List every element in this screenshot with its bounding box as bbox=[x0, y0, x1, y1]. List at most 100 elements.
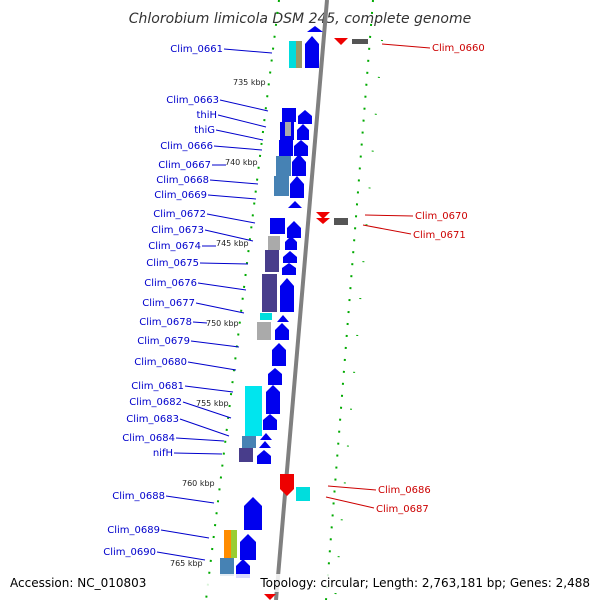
gene-label[interactable]: thiG bbox=[194, 125, 215, 136]
gene-label[interactable]: Clim_0687 bbox=[376, 504, 429, 515]
gene-arrow bbox=[257, 450, 271, 464]
gene-label[interactable]: Clim_0671 bbox=[413, 230, 466, 241]
gene-block bbox=[279, 140, 293, 156]
gene-arrow bbox=[294, 140, 308, 156]
gene-label[interactable]: Clim_0673 bbox=[151, 225, 204, 236]
gene-label[interactable]: Clim_0688 bbox=[112, 491, 165, 502]
gene-label[interactable]: Clim_0669 bbox=[154, 190, 207, 201]
scale-label: 760 kbp bbox=[182, 479, 215, 488]
leader-line bbox=[215, 129, 264, 141]
gene-label[interactable]: Clim_0666 bbox=[160, 141, 213, 152]
leader-line bbox=[184, 385, 234, 393]
gene-label[interactable]: Clim_0668 bbox=[156, 175, 209, 186]
gene-label[interactable]: Clim_0679 bbox=[137, 336, 190, 347]
gene-label[interactable]: Clim_0680 bbox=[134, 357, 187, 368]
gene-block bbox=[296, 41, 302, 68]
gene-label[interactable]: Clim_0676 bbox=[144, 278, 197, 289]
gene-arrow bbox=[259, 441, 271, 448]
leader-line bbox=[206, 213, 256, 224]
gene-block bbox=[334, 218, 348, 225]
leader-line bbox=[209, 179, 259, 185]
gene-arrow bbox=[280, 278, 294, 312]
forward-labels: Clim_0661 Clim_0663 thiH thiG Clim_0666 … bbox=[103, 44, 273, 561]
leader-line bbox=[381, 43, 431, 49]
leader-line bbox=[327, 485, 377, 491]
gene-label[interactable]: Clim_0684 bbox=[122, 433, 175, 444]
gene-label[interactable]: Clim_0681 bbox=[131, 381, 184, 392]
leader-line bbox=[165, 495, 215, 504]
gene-label[interactable]: Clim_0661 bbox=[170, 44, 223, 55]
gene-label[interactable]: Clim_0674 bbox=[148, 241, 201, 252]
gene-label[interactable]: Clim_0663 bbox=[166, 95, 219, 106]
map-title: Chlorobium limicola DSM 245, complete ge… bbox=[129, 11, 472, 27]
gene-label[interactable]: Clim_0682 bbox=[129, 397, 182, 408]
gene-block bbox=[282, 108, 296, 122]
leader-line bbox=[173, 452, 223, 455]
leader-line bbox=[213, 145, 263, 151]
gene-arrow bbox=[297, 124, 309, 140]
gene-arrow bbox=[282, 263, 296, 275]
gene-arrow bbox=[334, 38, 348, 45]
gene-block bbox=[245, 386, 262, 436]
gene-label[interactable]: Clim_0672 bbox=[153, 209, 206, 220]
gene-label[interactable]: Clim_0686 bbox=[378, 485, 431, 496]
forward-features bbox=[220, 26, 323, 578]
gene-arrow bbox=[260, 433, 272, 440]
gene-label[interactable]: nifH bbox=[153, 448, 173, 459]
footer-background bbox=[0, 574, 600, 592]
scale-track-guide bbox=[334, 39, 383, 600]
gene-block bbox=[242, 436, 256, 448]
gene-arrow bbox=[305, 36, 319, 68]
gene-arrow bbox=[285, 236, 297, 250]
genome-backbone bbox=[274, 0, 329, 600]
gene-block bbox=[296, 487, 310, 501]
gene-arrow bbox=[240, 534, 256, 560]
gene-block bbox=[289, 41, 296, 68]
gene-arrow bbox=[268, 368, 282, 385]
leader-line bbox=[197, 282, 247, 291]
gene-label[interactable]: Clim_0690 bbox=[103, 547, 156, 558]
leader-line bbox=[219, 99, 269, 112]
accession-text: Accession: NC_010803 bbox=[10, 576, 146, 590]
leader-line bbox=[179, 418, 230, 437]
leader-line bbox=[325, 496, 375, 509]
gene-arrow bbox=[287, 221, 301, 238]
gene-arrow bbox=[292, 154, 306, 176]
scale-label: 745 kbp bbox=[216, 239, 249, 248]
gene-label[interactable]: Clim_0678 bbox=[139, 317, 192, 328]
leader-line bbox=[199, 262, 249, 265]
gene-arrow bbox=[283, 251, 297, 263]
scale-label: 765 kbp bbox=[170, 559, 203, 568]
scale-label: 755 kbp bbox=[196, 399, 229, 408]
gene-label[interactable]: Clim_0670 bbox=[415, 211, 468, 222]
reverse-labels: Clim_0660 Clim_0670 Clim_0671 Clim_0686 … bbox=[325, 43, 485, 515]
gene-block bbox=[220, 558, 234, 576]
gene-label[interactable]: Clim_0677 bbox=[142, 298, 195, 309]
gene-label[interactable]: Clim_0660 bbox=[432, 43, 485, 54]
leader-line bbox=[175, 437, 225, 442]
gene-block bbox=[274, 176, 289, 196]
gene-label[interactable]: Clim_0667 bbox=[158, 160, 211, 171]
gene-block bbox=[231, 530, 237, 558]
gene-block bbox=[268, 236, 280, 250]
scale-labels: 735 kbp 740 kbp 745 kbp 750 kbp 755 kbp … bbox=[170, 78, 266, 568]
gene-block bbox=[257, 322, 271, 340]
leader-line bbox=[160, 529, 210, 539]
gene-label[interactable]: Clim_0689 bbox=[107, 525, 160, 536]
gene-arrow bbox=[272, 343, 286, 366]
gene-arrow bbox=[266, 385, 280, 414]
gene-block bbox=[285, 122, 291, 136]
leader-line bbox=[190, 340, 240, 348]
gene-arrow bbox=[298, 110, 312, 124]
leader-line bbox=[204, 229, 254, 242]
leader-line bbox=[182, 401, 232, 419]
gene-label[interactable]: thiH bbox=[196, 110, 217, 121]
gene-label[interactable]: Clim_0683 bbox=[126, 414, 179, 425]
leader-line bbox=[217, 114, 267, 128]
gene-arrow bbox=[290, 176, 304, 198]
leader-line bbox=[362, 224, 412, 235]
leader-line bbox=[223, 48, 273, 54]
gene-label[interactable]: Clim_0675 bbox=[146, 258, 199, 269]
gene-block bbox=[262, 274, 277, 312]
